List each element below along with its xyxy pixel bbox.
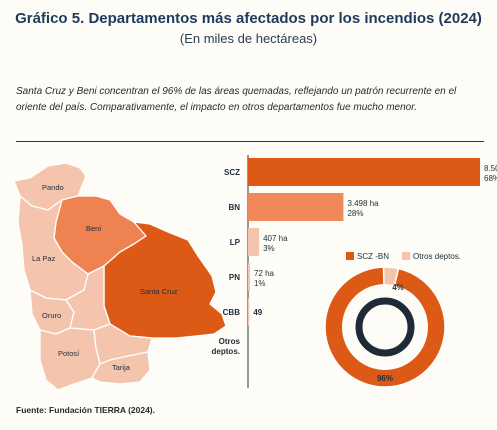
divider: [16, 141, 484, 142]
map-label-beni: Beni: [86, 224, 101, 233]
source-note: Fuente: Fundación TIERRA (2024).: [16, 405, 156, 415]
legend-swatch-scz-bn: [346, 252, 354, 260]
donut-inner-ring: [355, 297, 415, 357]
donut-legend: SCZ -BN Otros deptos.: [346, 252, 461, 261]
map-label-lapaz: La Paz: [32, 254, 56, 263]
map-label-pando: Pando: [42, 183, 64, 192]
bar-value-label: 72 ha 1%: [254, 269, 275, 288]
description-text: Santa Cruz y Beni concentran el 96% de l…: [16, 86, 457, 113]
bar-pn: [248, 263, 250, 291]
map-region-santacruz: [103, 221, 227, 339]
legend-label-otros: Otros deptos.: [413, 252, 461, 261]
donut-hole: [342, 284, 428, 370]
bar-value-label: 8.503 ha68%: [484, 164, 497, 183]
bar-category-label: PN: [229, 273, 240, 282]
bar-value-label: 407 ha 3%: [263, 234, 288, 253]
bar-category-label: LP: [230, 238, 241, 247]
donut-label-otros: 4%: [392, 283, 404, 292]
bar-category-labels: SCZ BN LP PN CBB Otros deptos.: [212, 168, 241, 356]
map-label-tarija: Tarija: [112, 363, 131, 372]
map-labels: Pando Beni La Paz Santa Cruz Oruro Potos…: [32, 183, 178, 372]
map-label-potosi: Potosí: [58, 349, 80, 358]
bar-category-label: CBB: [223, 308, 241, 317]
map-region-tarija: [91, 351, 151, 385]
map-label-santacruz: Santa Cruz: [140, 287, 178, 296]
legend-label-scz-bn: SCZ -BN: [357, 252, 389, 261]
bar-lp: [248, 228, 260, 256]
bar-category-label: Otros deptos.: [212, 337, 241, 356]
bolivia-map: [13, 162, 227, 391]
chart-title: Gráfico 5. Departamentos más afectados p…: [15, 10, 482, 27]
bar-value-label: 3.498 ha 28%: [347, 199, 379, 218]
map-label-oruro: Oruro: [42, 311, 61, 320]
donut-label-scz-bn: 96%: [377, 374, 393, 383]
chart-subtitle: (En miles de hectáreas): [179, 31, 318, 46]
bar-bn: [248, 193, 344, 221]
bar-scz: [248, 158, 480, 186]
donut-chart: SCZ -BN Otros deptos. 4% 96%: [324, 252, 461, 388]
map-region-potosi: [39, 327, 101, 391]
legend-swatch-otros: [402, 252, 410, 260]
bar-category-label: SCZ: [224, 168, 240, 177]
bar-value-label: 49: [253, 308, 262, 317]
bar-cbb: [248, 298, 250, 326]
bar-marks: [248, 158, 480, 326]
bar-category-label: BN: [228, 203, 240, 212]
